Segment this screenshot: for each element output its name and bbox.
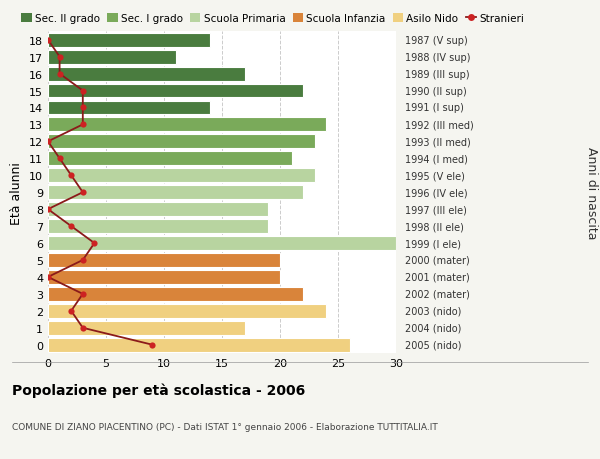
Text: 1999 (I ele): 1999 (I ele)	[405, 239, 461, 248]
Bar	[48, 118, 326, 132]
Point	[78, 88, 88, 95]
Point	[78, 105, 88, 112]
Point	[43, 37, 53, 44]
Bar	[48, 186, 303, 200]
Bar	[48, 270, 280, 284]
Text: 1994 (I med): 1994 (I med)	[405, 154, 468, 164]
Text: 1996 (IV ele): 1996 (IV ele)	[405, 188, 467, 198]
Point	[55, 71, 64, 78]
Point	[67, 223, 76, 230]
Point	[55, 155, 64, 162]
Point	[78, 325, 88, 332]
Text: 1992 (III med): 1992 (III med)	[405, 120, 474, 130]
Point	[43, 138, 53, 146]
Text: 2002 (mater): 2002 (mater)	[405, 289, 470, 299]
Text: Anni di nascita: Anni di nascita	[584, 146, 598, 239]
Text: 2003 (nido): 2003 (nido)	[405, 306, 461, 316]
Legend: Sec. II grado, Sec. I grado, Scuola Primaria, Scuola Infanzia, Asilo Nido, Stran: Sec. II grado, Sec. I grado, Scuola Prim…	[17, 10, 528, 28]
Text: Popolazione per età scolastica - 2006: Popolazione per età scolastica - 2006	[12, 382, 305, 397]
Text: 1995 (V ele): 1995 (V ele)	[405, 171, 465, 181]
Bar	[48, 152, 292, 166]
Point	[89, 240, 99, 247]
Bar	[48, 101, 211, 115]
Text: 1989 (III sup): 1989 (III sup)	[405, 69, 470, 79]
Bar	[48, 203, 268, 217]
Bar	[48, 338, 350, 352]
Point	[67, 172, 76, 179]
Bar	[48, 253, 280, 267]
Text: 2004 (nido): 2004 (nido)	[405, 323, 461, 333]
Point	[67, 308, 76, 315]
Bar	[48, 321, 245, 335]
Bar	[48, 135, 315, 149]
Bar	[48, 169, 315, 183]
Point	[78, 189, 88, 196]
Text: 2001 (mater): 2001 (mater)	[405, 272, 470, 282]
Text: COMUNE DI ZIANO PIACENTINO (PC) - Dati ISTAT 1° gennaio 2006 - Elaborazione TUTT: COMUNE DI ZIANO PIACENTINO (PC) - Dati I…	[12, 422, 438, 431]
Point	[55, 54, 64, 61]
Point	[43, 206, 53, 213]
Text: 1997 (III ele): 1997 (III ele)	[405, 205, 467, 215]
Bar	[48, 287, 303, 301]
Point	[78, 122, 88, 129]
Bar	[48, 50, 176, 64]
Bar	[48, 34, 211, 48]
Text: 2000 (mater): 2000 (mater)	[405, 255, 470, 265]
Point	[148, 341, 157, 349]
Bar	[48, 67, 245, 81]
Bar	[48, 84, 303, 98]
Bar	[48, 304, 326, 318]
Text: 1990 (II sup): 1990 (II sup)	[405, 86, 467, 96]
Point	[78, 257, 88, 264]
Point	[43, 274, 53, 281]
Y-axis label: Età alunni: Età alunni	[10, 162, 23, 224]
Text: 2005 (nido): 2005 (nido)	[405, 340, 461, 350]
Point	[78, 291, 88, 298]
Text: 1993 (II med): 1993 (II med)	[405, 137, 471, 147]
Text: 1991 (I sup): 1991 (I sup)	[405, 103, 464, 113]
Text: 1987 (V sup): 1987 (V sup)	[405, 36, 468, 45]
Bar	[48, 220, 268, 234]
Bar	[48, 236, 396, 251]
Text: 1998 (II ele): 1998 (II ele)	[405, 222, 464, 232]
Text: 1988 (IV sup): 1988 (IV sup)	[405, 52, 470, 62]
